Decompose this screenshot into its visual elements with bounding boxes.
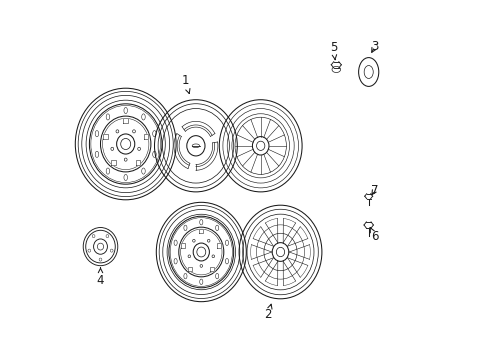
Ellipse shape <box>88 249 90 252</box>
Ellipse shape <box>99 258 102 261</box>
Ellipse shape <box>142 168 145 174</box>
Ellipse shape <box>174 258 177 264</box>
Polygon shape <box>199 229 203 233</box>
Ellipse shape <box>225 240 228 246</box>
Ellipse shape <box>95 131 99 137</box>
Ellipse shape <box>212 255 214 258</box>
Text: 6: 6 <box>369 228 378 243</box>
Ellipse shape <box>199 279 203 284</box>
Polygon shape <box>103 134 108 139</box>
Ellipse shape <box>106 235 108 238</box>
Ellipse shape <box>183 273 186 279</box>
Polygon shape <box>136 161 140 166</box>
Ellipse shape <box>124 158 127 161</box>
Ellipse shape <box>116 130 119 133</box>
Polygon shape <box>123 118 128 123</box>
Ellipse shape <box>111 147 113 150</box>
Text: 2: 2 <box>264 304 271 321</box>
Ellipse shape <box>225 258 228 264</box>
Ellipse shape <box>95 151 99 157</box>
Ellipse shape <box>123 174 127 181</box>
Ellipse shape <box>183 225 186 231</box>
Ellipse shape <box>215 225 218 231</box>
Ellipse shape <box>188 255 190 258</box>
Ellipse shape <box>215 273 218 279</box>
Ellipse shape <box>92 235 95 238</box>
Ellipse shape <box>106 168 109 174</box>
Ellipse shape <box>110 249 113 252</box>
Ellipse shape <box>199 220 203 225</box>
Polygon shape <box>111 161 115 166</box>
Ellipse shape <box>174 240 177 246</box>
Text: 4: 4 <box>97 268 104 287</box>
Ellipse shape <box>207 239 209 242</box>
Ellipse shape <box>142 114 145 120</box>
Ellipse shape <box>152 131 156 137</box>
Ellipse shape <box>192 239 195 242</box>
Ellipse shape <box>106 114 109 120</box>
Ellipse shape <box>132 130 135 133</box>
Polygon shape <box>181 243 185 248</box>
Polygon shape <box>210 267 214 271</box>
Text: 7: 7 <box>370 184 378 197</box>
Polygon shape <box>188 267 192 271</box>
Ellipse shape <box>123 107 127 114</box>
Ellipse shape <box>200 265 202 267</box>
Text: 3: 3 <box>370 40 378 53</box>
Text: 1: 1 <box>181 75 189 94</box>
Ellipse shape <box>152 151 156 157</box>
Polygon shape <box>143 134 148 139</box>
Ellipse shape <box>138 147 140 150</box>
Text: 5: 5 <box>329 41 336 60</box>
Polygon shape <box>217 243 221 248</box>
